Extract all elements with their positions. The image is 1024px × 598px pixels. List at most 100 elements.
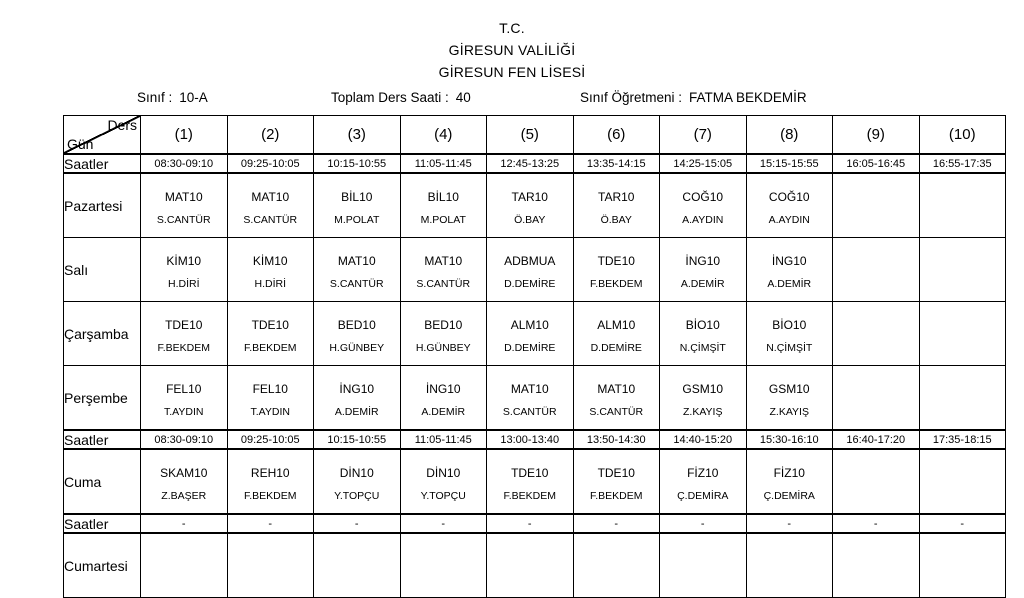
course-code: TDE10 — [511, 466, 549, 480]
lesson-content: DİN10 Y.TOPÇU — [314, 460, 399, 503]
lesson-cell — [226, 532, 314, 598]
teacher-name: F.BEKDEM — [243, 342, 297, 354]
lesson-cell: COĞ10 A.AYDIN — [659, 172, 747, 238]
course-code: İNG10 — [339, 382, 375, 396]
course-code: MAT10 — [251, 190, 290, 204]
period-header: (1) — [140, 115, 228, 155]
lesson-cell: SKAM10 Z.BAŞER — [140, 448, 228, 515]
teacher-name: Ç.DEMİRA — [763, 490, 815, 502]
lesson-cell: DİN10 Y.TOPÇU — [399, 448, 487, 515]
lesson-cell: TDE10 F.BEKDEM — [486, 448, 574, 515]
time-slot: 08:30-09:10 — [140, 429, 228, 450]
lesson-cell: GSM10 Z.KAYIŞ — [659, 365, 747, 431]
lesson-cell: COĞ10 A.AYDIN — [745, 172, 833, 238]
class-info-line: Sınıf : 10-A Toplam Ders Saati : 40 Sınıf … — [0, 90, 1024, 108]
lesson-cell — [140, 532, 228, 598]
period-header-row: Ders Gün (1) (2) (3) (4) (5) (6) (7) (8) (9) (10) — [63, 115, 1006, 155]
time-slot: 13:35-14:15 — [572, 153, 660, 174]
course-code: MAT10 — [164, 190, 203, 204]
time-slot: - — [313, 513, 401, 534]
saatler-label: Saatler — [63, 513, 141, 534]
lesson-content: TDE10 F.BEKDEM — [141, 312, 226, 355]
teacher-name: Ç.DEMİRA — [677, 490, 729, 502]
teacher-name: Z.KAYIŞ — [683, 406, 723, 418]
teacher-name: A.DEMİR — [421, 406, 466, 418]
lesson-cell — [745, 532, 833, 598]
course-code: MAT10 — [424, 254, 463, 268]
corner-cell: Ders Gün — [63, 115, 141, 155]
lesson-cell: MAT10 S.CANTÜR — [226, 172, 314, 238]
teacher-name: A.AYDIN — [682, 214, 724, 226]
lesson-cell — [572, 532, 660, 598]
lesson-cell — [486, 532, 574, 598]
lesson-cell: İNG10 A.DEMİR — [659, 237, 747, 302]
lesson-content: TAR10 Ö.BAY — [574, 184, 659, 227]
lesson-cell: KİM10 H.DİRİ — [226, 237, 314, 302]
day-label: Salı — [63, 237, 141, 302]
course-code: FİZ10 — [687, 466, 719, 480]
teacher-name: S.CANTÜR — [416, 278, 471, 290]
teacher-name: M.POLAT — [334, 214, 380, 226]
teacher-name: S.CANTÜR — [156, 214, 211, 226]
class-teacher-info: Sınıf Öğretmeni : FATMA BEKDEMİR — [580, 90, 807, 105]
time-slot: 16:40-17:20 — [832, 429, 920, 450]
teacher-name: Y.TOPÇU — [420, 490, 466, 502]
lesson-content: BED10 H.GÜNBEY — [401, 312, 486, 355]
course-code: TDE10 — [597, 466, 635, 480]
time-slot: - — [745, 513, 833, 534]
day-row: Cumartesi — [63, 532, 1006, 598]
teacher-name: A.DEMİR — [680, 278, 725, 290]
lesson-cell — [832, 172, 920, 238]
teacher-name: Ö.BAY — [514, 214, 546, 226]
course-code: ALM10 — [597, 318, 636, 332]
teacher-name: H.DİRİ — [168, 278, 200, 290]
teacher-name: F.BEKDEM — [157, 342, 210, 354]
lesson-cell: MAT10 S.CANTÜR — [572, 365, 660, 431]
lesson-content: KİM10 H.DİRİ — [228, 248, 313, 291]
day-label: Çarşamba — [63, 301, 141, 366]
teacher-name: T.AYDIN — [250, 406, 290, 418]
time-slot: 16:55-17:35 — [918, 153, 1006, 174]
time-slot: - — [572, 513, 660, 534]
lesson-cell: TDE10 F.BEKDEM — [572, 448, 660, 515]
course-code: BED10 — [424, 318, 463, 332]
lesson-content: FEL10 T.AYDIN — [141, 376, 226, 419]
time-slot: 14:40-15:20 — [659, 429, 747, 450]
period-header: (8) — [745, 115, 833, 155]
lesson-content: GSM10 Z.KAYIŞ — [747, 376, 832, 419]
saatler-row: Saatler 08:30-09:10 09:25-10:05 10:15-10:55… — [63, 429, 1006, 450]
lesson-content: BED10 H.GÜNBEY — [314, 312, 399, 355]
title-tc: T.C. — [499, 20, 525, 36]
teacher-name: F.BEKDEM — [243, 490, 297, 502]
lesson-content: BİO10 N.ÇİMŞİT — [660, 312, 745, 355]
lesson-content: TDE10 F.BEKDEM — [574, 460, 659, 503]
time-slot: 08:30-09:10 — [140, 153, 228, 174]
saatler-label: Saatler — [63, 153, 141, 174]
time-slot: 13:50-14:30 — [572, 429, 660, 450]
lesson-content: FEL10 T.AYDIN — [228, 376, 313, 419]
course-code: MAT10 — [510, 382, 549, 396]
teacher-name: F.BEKDEM — [503, 490, 556, 502]
corner-gun-label: Gün — [67, 136, 94, 152]
teacher-name: F.BEKDEM — [589, 278, 643, 290]
lesson-content: ADBMUA D.DEMİRE — [487, 248, 572, 291]
course-code: BİL10 — [427, 190, 459, 204]
period-header: (3) — [313, 115, 401, 155]
lesson-content: REH10 F.BEKDEM — [228, 460, 313, 503]
class-value: 10-A — [179, 90, 208, 105]
lesson-cell: FEL10 T.AYDIN — [226, 365, 314, 431]
teacher-name: H.GÜNBEY — [415, 342, 471, 354]
lesson-content: COĞ10 A.AYDIN — [747, 184, 832, 227]
course-code: COĞ10 — [682, 190, 724, 204]
course-code: KİM10 — [252, 254, 288, 268]
lesson-cell: FİZ10 Ç.DEMİRA — [659, 448, 747, 515]
course-code: DİN10 — [426, 466, 461, 480]
lesson-content: COĞ10 A.AYDIN — [660, 184, 745, 227]
teacher-name: N.ÇİMŞİT — [679, 342, 726, 354]
course-code: MAT10 — [337, 254, 376, 268]
time-slot: 13:00-13:40 — [486, 429, 574, 450]
lesson-content: FİZ10 Ç.DEMİRA — [660, 460, 745, 503]
lesson-cell — [313, 532, 401, 598]
corner-diagonal: Ders Gün — [64, 116, 140, 153]
class-teacher-label: Sınıf Öğretmeni : — [580, 90, 683, 105]
